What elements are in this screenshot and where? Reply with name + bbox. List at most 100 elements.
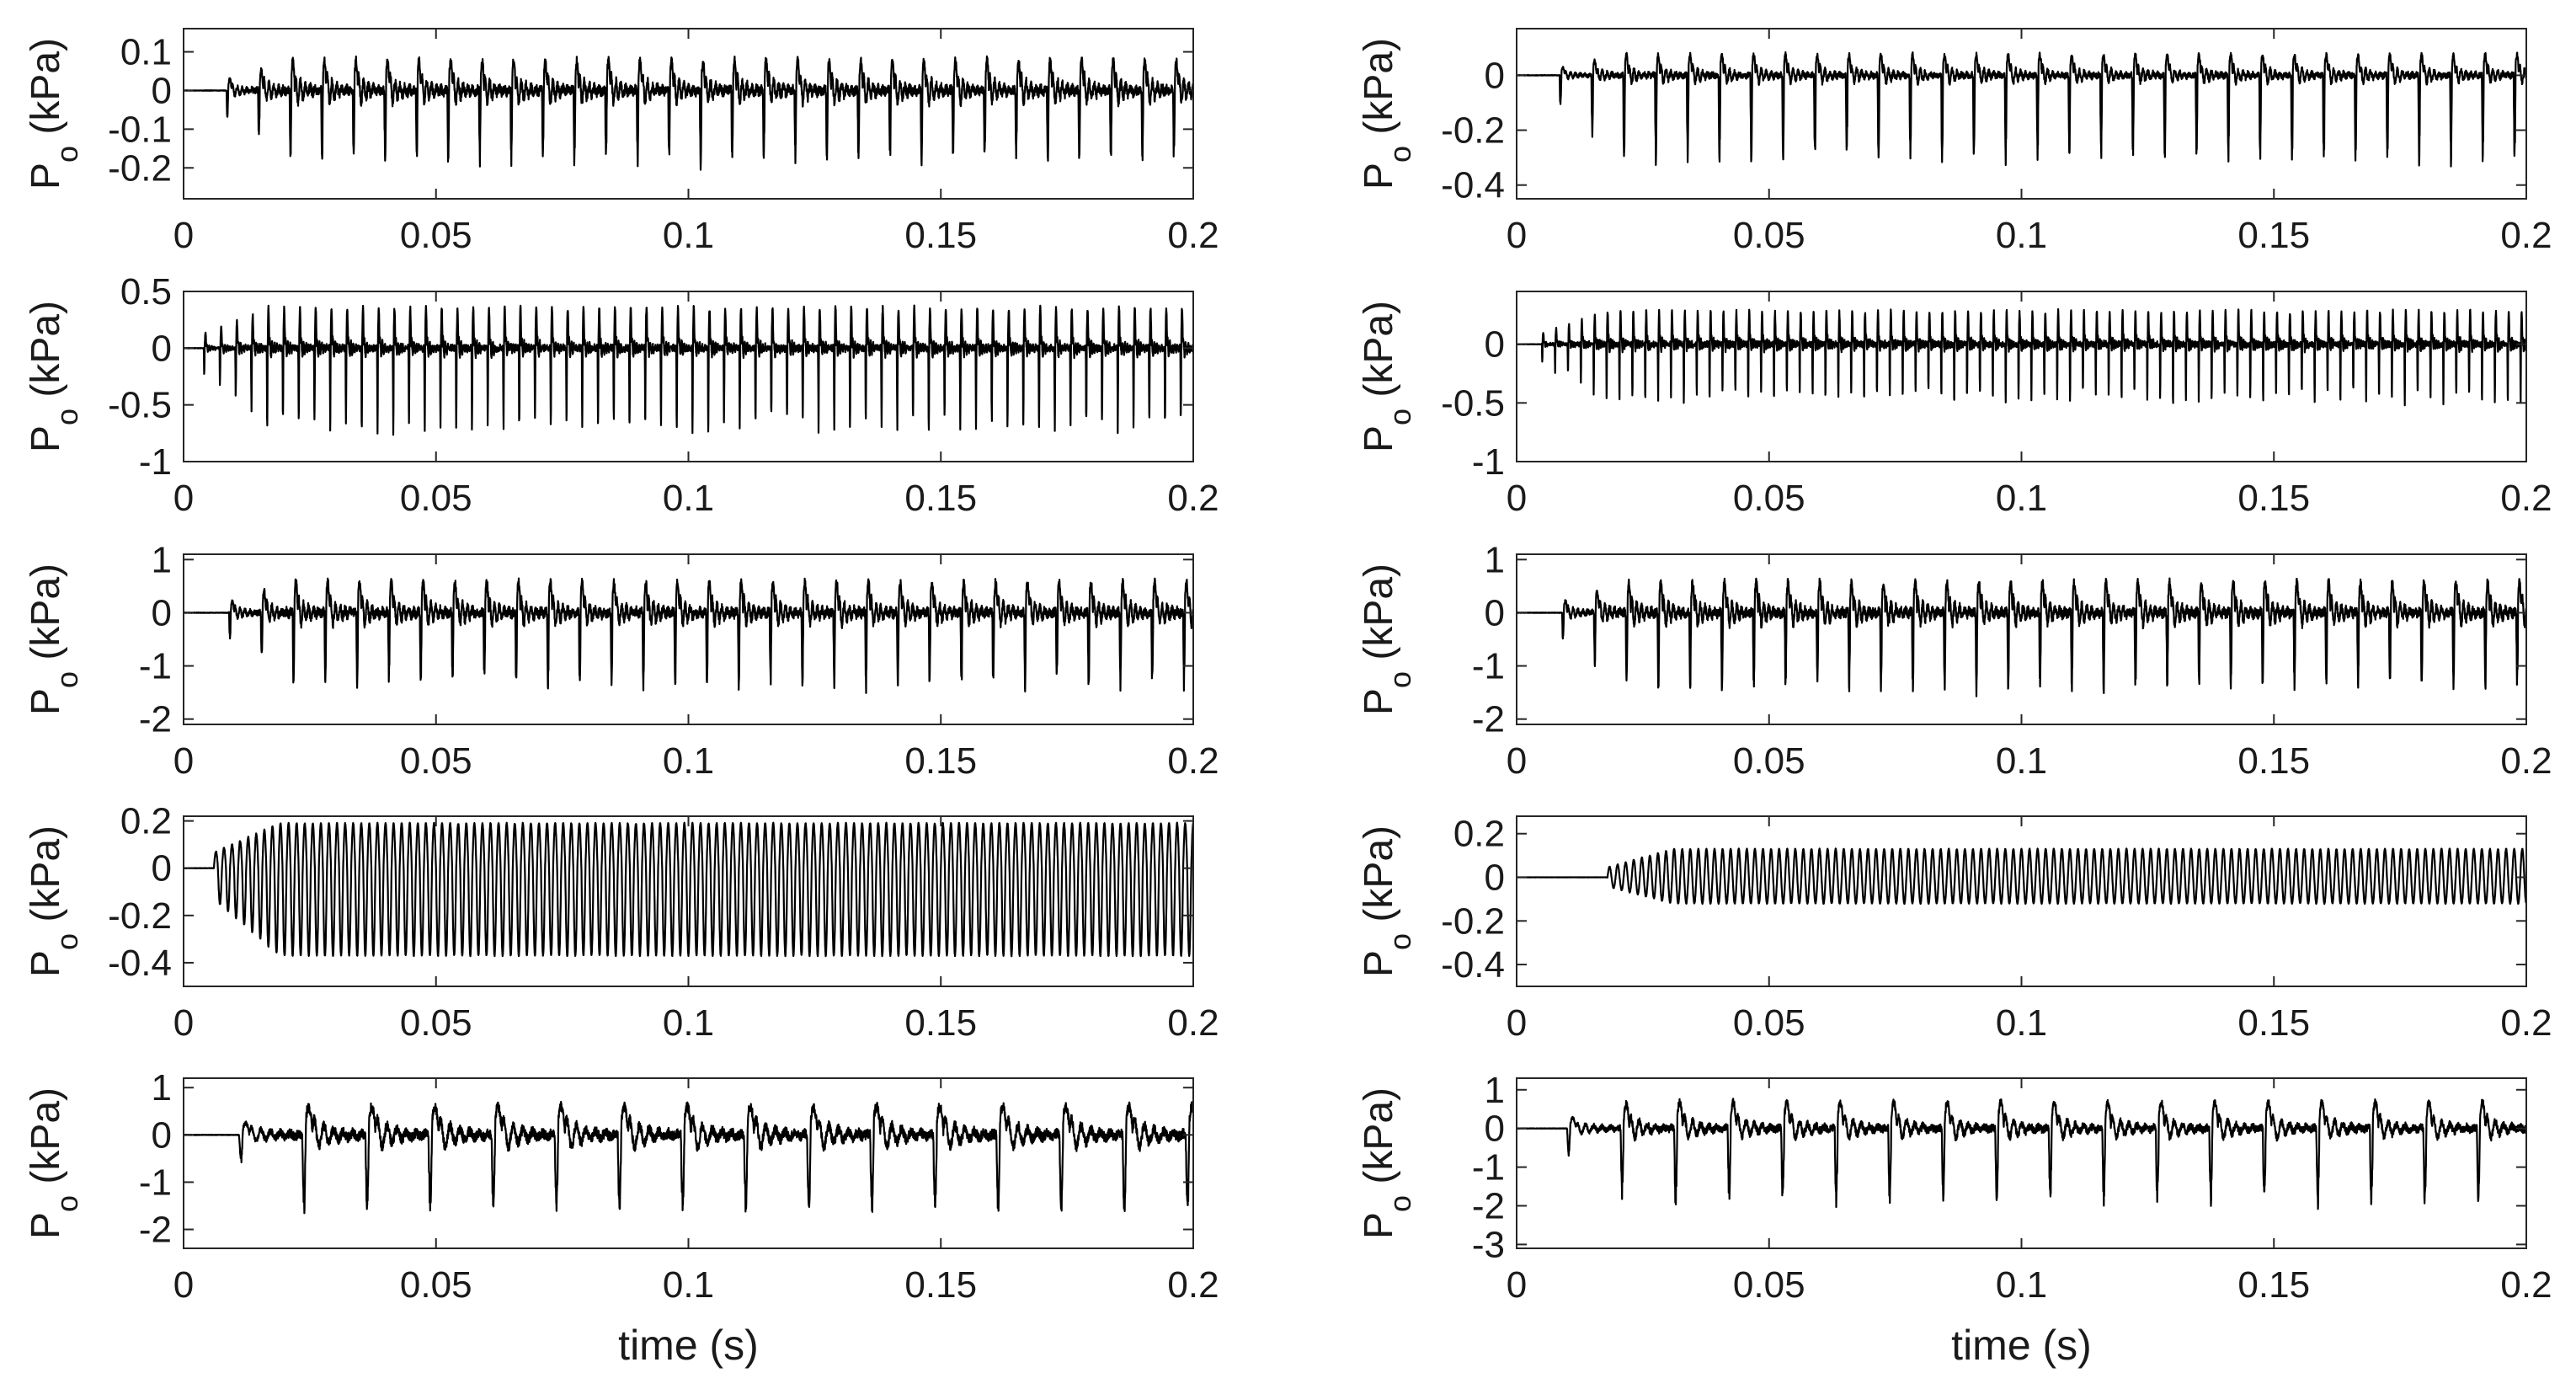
y-label-units: (kPa) <box>24 825 68 933</box>
y-label-subscript: o <box>50 671 84 688</box>
x-tick-label: 0.2 <box>2500 478 2552 519</box>
series-line <box>1517 51 2526 168</box>
axes-frame <box>1516 291 2527 462</box>
y-label-symbol: P <box>1357 1212 1401 1239</box>
axes-frame <box>1516 815 2527 987</box>
y-label-symbol: P <box>1357 425 1401 452</box>
y-tick-label: 0.2 <box>1453 814 1505 855</box>
y-axis-label: Po (kPa) <box>1357 1087 1417 1239</box>
x-tick-label: 0 <box>1507 215 1527 256</box>
x-tick-label: 0.2 <box>1167 740 1219 782</box>
x-tick-label: 0 <box>1507 1264 1527 1306</box>
subplot-right-3: 0 0.05 0.1 0.15 0.2 1 0 -1 -2 Po (kPa) <box>1357 539 2552 782</box>
y-label-units: (kPa) <box>24 1087 68 1195</box>
y-tick-label: 0 <box>1485 592 1505 633</box>
x-tick-label: 0.2 <box>1167 1002 1219 1044</box>
x-tick-label: 0.15 <box>904 740 977 782</box>
y-axis-label: Po (kPa) <box>24 1087 84 1239</box>
x-tick-label: 0.2 <box>1167 215 1219 256</box>
y-label-subscript: o <box>50 1195 84 1212</box>
y-axis-label: Po (kPa) <box>24 38 84 190</box>
y-label-subscript: o <box>1383 1195 1417 1212</box>
y-label-symbol: P <box>24 425 68 452</box>
y-label-subscript: o <box>1383 409 1417 425</box>
subplot-left-2: 0 0.05 0.1 0.15 0.2 0.5 0 -0.5 -1 Po (kPa) <box>24 271 1219 519</box>
x-tick-label: 0 <box>173 478 194 519</box>
x-tick-label: 0.05 <box>400 740 472 782</box>
y-tick-label: 0 <box>1485 1109 1505 1150</box>
x-tick-label: 0 <box>1507 478 1527 519</box>
series-line <box>1517 577 2526 697</box>
y-label-units: (kPa) <box>1357 825 1401 933</box>
y-tick-label: 0.1 <box>120 32 172 73</box>
series-line <box>184 304 1193 436</box>
x-tick-label: 0.05 <box>1733 740 1805 782</box>
x-tick-label: 0.1 <box>663 740 714 782</box>
x-tick-label: 0.2 <box>1167 478 1219 519</box>
x-tick-label: 0.1 <box>663 478 714 519</box>
y-tick-label: 0.5 <box>120 271 172 313</box>
x-tick-label: 0.15 <box>2237 1264 2310 1306</box>
axes-frame <box>183 291 1194 462</box>
y-tick-label: 0 <box>152 328 172 369</box>
y-label-units: (kPa) <box>24 38 68 146</box>
x-tick-label: 0.1 <box>1996 215 2047 256</box>
y-tick-label: -0.2 <box>1441 900 1505 942</box>
y-tick-label: -2 <box>139 699 172 740</box>
y-label-symbol: P <box>1357 688 1401 715</box>
y-label-subscript: o <box>50 409 84 425</box>
axes-frame <box>183 28 1194 200</box>
y-tick-label: -2 <box>1472 1186 1505 1227</box>
x-tick-label: 0.05 <box>1733 1264 1805 1306</box>
x-tick-label: 0 <box>173 1264 194 1306</box>
y-tick-label: 0 <box>1485 55 1505 96</box>
y-tick-label: -1 <box>1472 646 1505 687</box>
y-tick-label: -0.1 <box>108 109 172 150</box>
x-tick-label: 0.05 <box>1733 1002 1805 1044</box>
y-tick-label: -0.4 <box>1441 944 1505 986</box>
axes-frame <box>1516 553 2527 725</box>
y-label-units: (kPa) <box>1357 1087 1401 1195</box>
x-tick-label: 0.2 <box>2500 1264 2552 1306</box>
y-label-symbol: P <box>1357 950 1401 977</box>
y-label-symbol: P <box>24 688 68 715</box>
x-tick-label: 0.15 <box>2237 740 2310 782</box>
x-tick-label: 0.05 <box>400 478 472 519</box>
x-tick-label: 0.2 <box>2500 740 2552 782</box>
y-tick-label: 0.2 <box>120 801 172 842</box>
x-tick-label: 0 <box>173 215 194 256</box>
y-tick-label: -1 <box>1472 441 1505 483</box>
axes-frame <box>1516 28 2527 200</box>
x-tick-label: 0.1 <box>1996 1002 2047 1044</box>
subplot-left-5: 0 0.05 0.1 0.15 0.2 1 0 -1 -2 Po (kPa) time (s) <box>24 1067 1219 1369</box>
x-tick-label: 0.2 <box>2500 215 2552 256</box>
y-tick-label: -2 <box>1472 699 1505 740</box>
x-tick-label: 0.05 <box>1733 215 1805 256</box>
y-axis-label: Po (kPa) <box>1357 38 1417 190</box>
x-tick-label: 0.15 <box>904 215 977 256</box>
axes-frame <box>183 553 1194 725</box>
y-tick-label: -0.4 <box>1441 165 1505 206</box>
y-label-symbol: P <box>24 950 68 977</box>
x-tick-label: 0.05 <box>1733 478 1805 519</box>
x-tick-label: 0.15 <box>904 1264 977 1306</box>
y-label-units: (kPa) <box>1357 564 1401 671</box>
y-axis-label: Po (kPa) <box>1357 564 1417 715</box>
y-axis-label: Po (kPa) <box>1357 825 1417 977</box>
series-line <box>184 1100 1193 1215</box>
x-tick-label: 0.15 <box>904 1002 977 1044</box>
x-tick-label: 0.15 <box>2237 478 2310 519</box>
x-tick-label: 0.1 <box>663 1264 714 1306</box>
y-axis-label: Po (kPa) <box>24 301 84 452</box>
y-tick-label: -1 <box>139 1162 172 1203</box>
y-axis-label: Po (kPa) <box>24 564 84 715</box>
y-label-symbol: P <box>1357 163 1401 190</box>
y-tick-label: 0 <box>1485 857 1505 899</box>
x-axis-label: time (s) <box>1951 1322 2092 1369</box>
y-tick-label: -1 <box>1472 1147 1505 1189</box>
x-tick-label: 0.1 <box>663 215 714 256</box>
y-label-subscript: o <box>1383 671 1417 688</box>
y-tick-label: 1 <box>1485 539 1505 580</box>
y-tick-label: -1 <box>139 646 172 687</box>
